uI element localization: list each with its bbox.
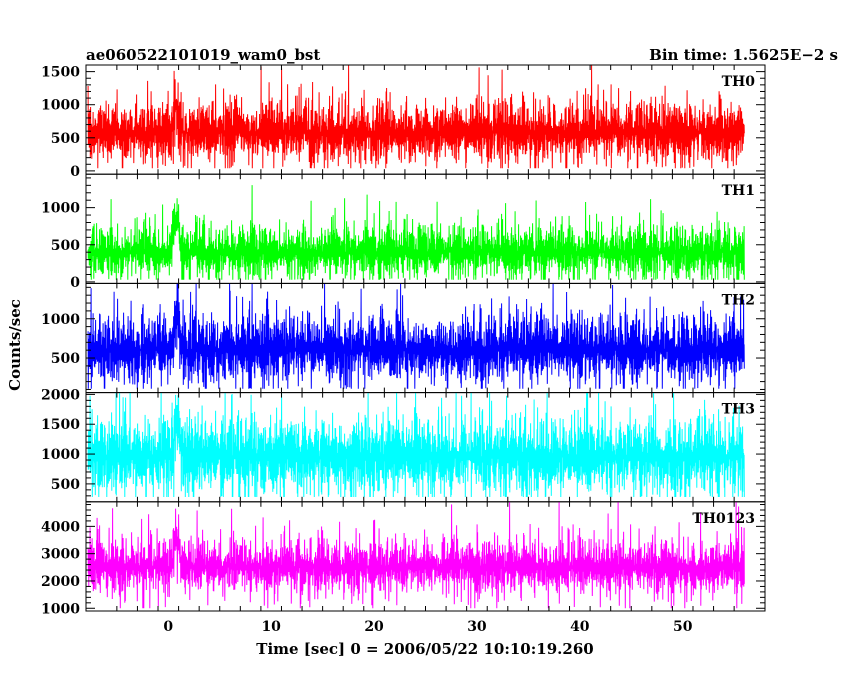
panel-th3: 500 1000 1500 2000 TH3: [41, 387, 766, 503]
series-line-th2: [87, 283, 745, 389]
y-tick-label: 1000: [41, 201, 80, 217]
y-tick-label: 1500: [41, 417, 80, 433]
x-tick-label: 10: [261, 619, 281, 635]
y-tick-label: 1000: [41, 601, 80, 617]
y-tick-label: 3000: [41, 547, 80, 563]
x-tick-label: 30: [467, 619, 487, 635]
y-tick-label: 0: [70, 275, 80, 291]
y-axis-label: Counts/sec: [6, 299, 24, 391]
x-tick-label: 50: [673, 619, 693, 635]
y-tick-label: 4000: [41, 519, 80, 535]
panels-group: 050010001500TH005001000TH15001000TH25001…: [41, 64, 766, 635]
y-tick-label: 500: [51, 351, 80, 367]
panel-label-th0: TH0: [722, 74, 756, 90]
y-tick-label: 0: [70, 164, 80, 180]
y-tick-label: 2000: [41, 574, 80, 590]
y-tick-label: 1500: [41, 65, 80, 81]
panel-label-th3: TH3: [722, 402, 755, 418]
panel-label-th2: TH2: [722, 292, 755, 308]
panel-label-th1: TH1: [722, 183, 755, 199]
y-tick-label: 500: [51, 477, 80, 493]
y-tick-label: 500: [51, 131, 80, 147]
y-tick-label: 1000: [41, 98, 80, 114]
series-line-th0: [87, 65, 745, 169]
series-line-th3: [87, 392, 745, 498]
panel-th0: 0 500 1000 1500 TH0: [41, 64, 766, 180]
panel-th0123: 1000 2000 3000 4000 TH0123: [41, 501, 766, 617]
x-axis-label: Time [sec] 0 = 2006/05/22 10:10:19.260: [256, 640, 593, 658]
x-tick-label: 20: [364, 619, 384, 635]
series-line-th1: [87, 185, 745, 280]
y-tick-label: 2000: [41, 387, 80, 403]
y-tick-label: 500: [51, 238, 80, 254]
bin-time-label: Bin time: 1.5625E−2 s: [649, 46, 838, 64]
series-line-th0123: [87, 501, 745, 609]
y-tick-label: 1000: [41, 312, 80, 328]
x-tick-label: 0: [163, 619, 173, 635]
panel-th1: 0 500 1000 TH1: [41, 173, 766, 291]
y-tick-label: 1000: [41, 447, 80, 463]
panel-label-th0123: TH0123: [692, 511, 755, 527]
panel-th2: 500 1000 TH2: [41, 282, 766, 394]
chart-title: ae060522101019_wam0_bst: [86, 46, 320, 64]
x-tick-label: 40: [570, 619, 590, 635]
